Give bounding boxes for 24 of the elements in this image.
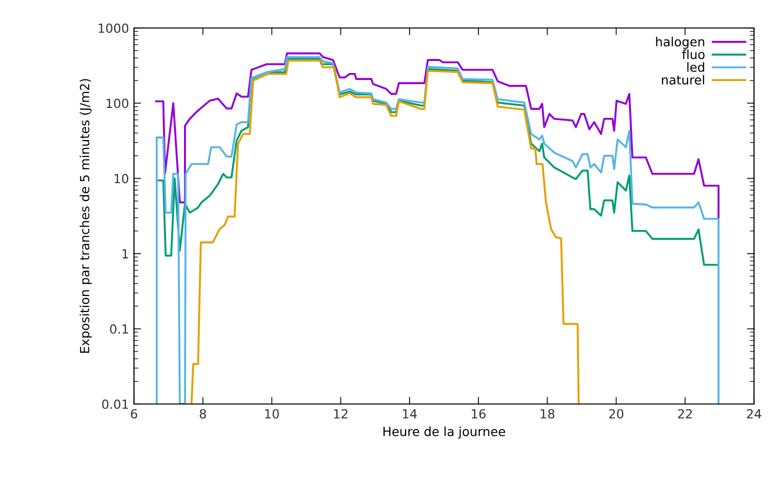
line-series — [156, 58, 718, 266]
legend-label: halogen — [656, 36, 704, 49]
x-tick-label: 14 — [402, 409, 417, 418]
y-tick-label: 10 — [114, 174, 128, 184]
x-tick-label: 16 — [472, 409, 486, 419]
x-tick-label: 10 — [265, 409, 279, 419]
y-tick-label: 100 — [106, 98, 128, 108]
y-tick-label: 1000 — [98, 23, 128, 33]
y-tick-label: 0.1 — [110, 324, 128, 334]
legend-label: naturel — [662, 74, 704, 85]
x-axis-title: Heure de la journee — [383, 426, 506, 439]
x-tick-label: 6 — [130, 409, 138, 419]
x-tick-label: 24 — [746, 409, 762, 418]
legend-label: led — [687, 62, 704, 72]
line-series — [190, 60, 580, 404]
y-tick-label: 1 — [122, 249, 128, 258]
x-tick-label: 18 — [540, 409, 554, 419]
y-axis-title: Exposition par tranches de 5 minutes (J/m2) — [80, 79, 92, 353]
x-tick-label: 22 — [678, 409, 692, 418]
legend-label: fluo — [682, 49, 705, 60]
y-tick-label: 0.01 — [102, 399, 128, 409]
x-tick-label: 8 — [200, 409, 206, 419]
x-tick-label: 12 — [334, 409, 348, 418]
x-tick-label: 20 — [609, 409, 624, 419]
